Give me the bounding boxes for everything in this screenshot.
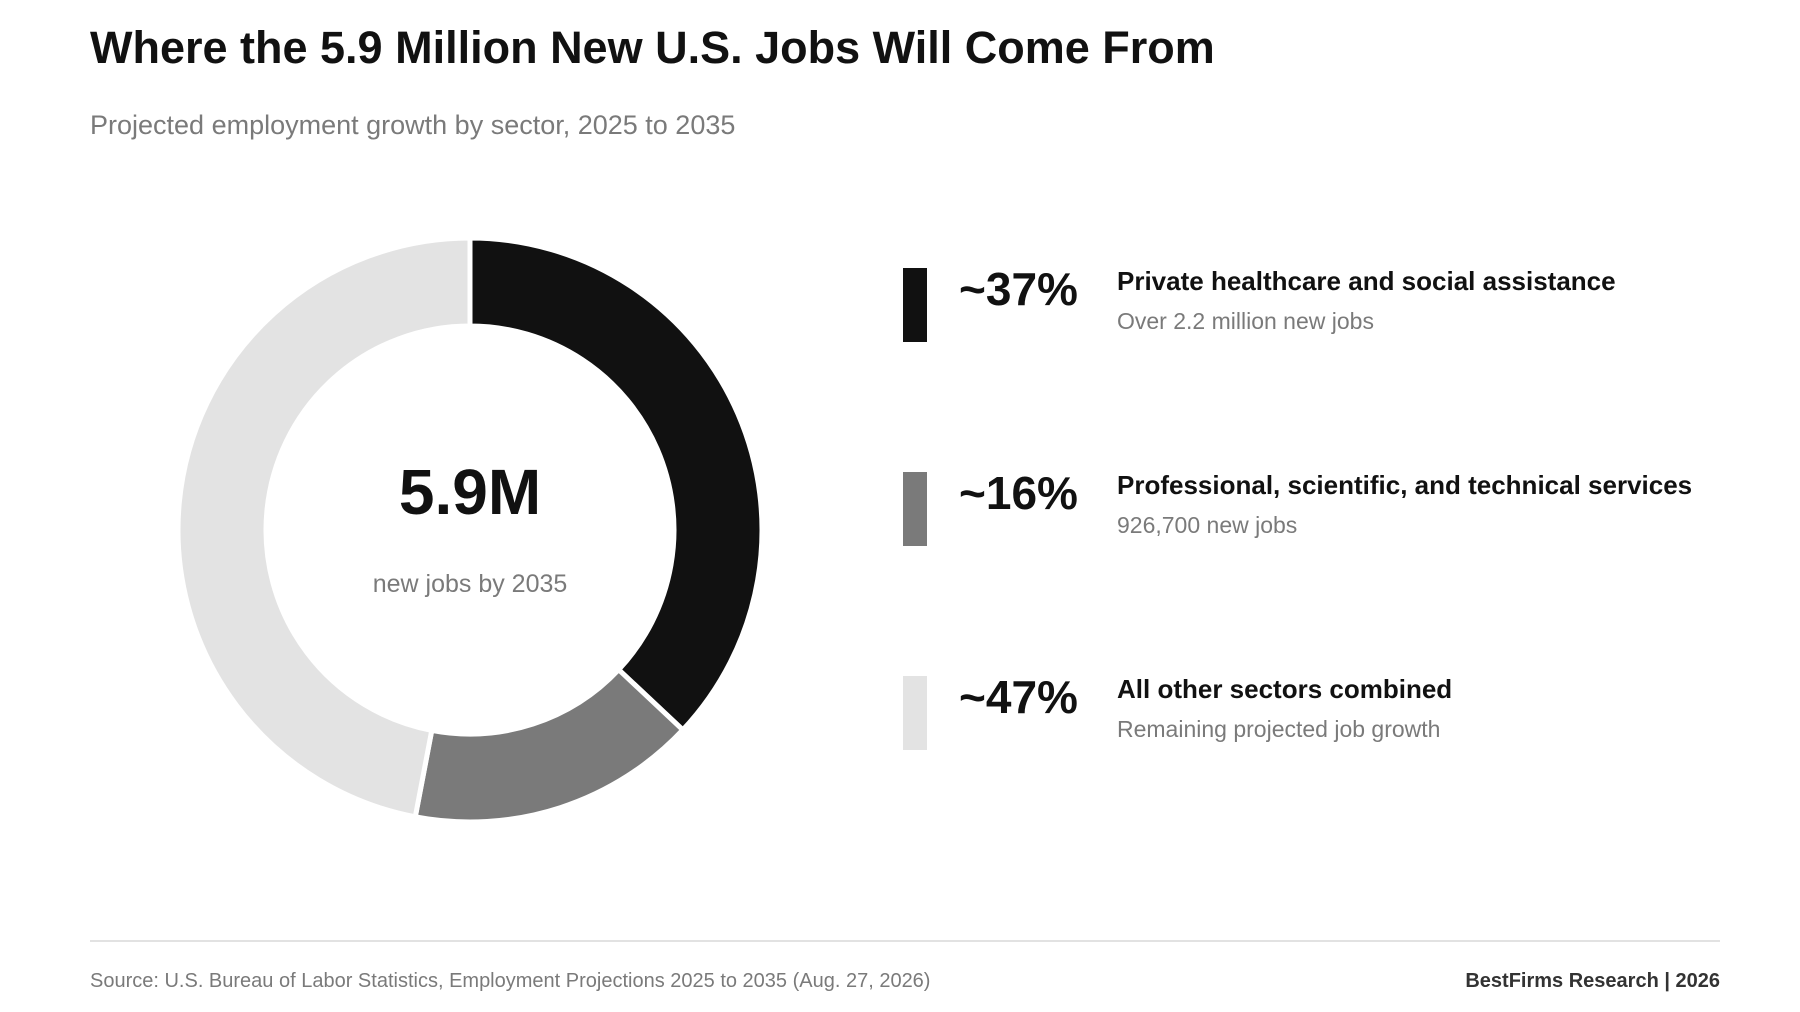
donut-chart: 5.9M new jobs by 2035 [170, 230, 770, 830]
legend-desc-professional: 926,700 new jobs [1117, 512, 1298, 538]
legend-swatch-other [903, 676, 927, 750]
legend-percent-healthcare: ~37% [959, 263, 1078, 315]
legend-title-professional: Professional, scientific, and technical … [1117, 470, 1693, 500]
center-total-value: 5.9M [398, 456, 542, 528]
legend-percent-other: ~47% [959, 671, 1078, 723]
legend-item-healthcare: ~37% Private healthcare and social assis… [903, 262, 1763, 342]
center-total-label: new jobs by 2035 [372, 570, 568, 598]
source-note: Source: U.S. Bureau of Labor Statistics,… [90, 970, 931, 992]
legend-swatch-professional [903, 472, 927, 546]
donut-svg [175, 235, 765, 825]
legend-item-other: ~47% All other sectors combined Remainin… [903, 670, 1763, 750]
chart-title: Where the 5.9 Million New U.S. Jobs Will… [90, 22, 1215, 73]
legend-desc-other: Remaining projected job growth [1117, 716, 1441, 742]
donut-slice-other [175, 235, 473, 820]
footer-divider [90, 940, 1720, 942]
legend-desc-healthcare: Over 2.2 million new jobs [1117, 308, 1374, 334]
publisher-credit: BestFirms Research | 2026 [1465, 970, 1720, 992]
legend-swatch-healthcare [903, 268, 927, 342]
donut-slice-professional [412, 666, 687, 825]
legend-title-healthcare: Private healthcare and social assistance [1117, 266, 1616, 296]
legend-percent-professional: ~16% [959, 467, 1078, 519]
donut-slice-healthcare [467, 235, 765, 734]
legend-item-professional: ~16% Professional, scientific, and techn… [903, 466, 1763, 546]
chart-subtitle: Projected employment growth by sector, 2… [90, 110, 736, 140]
legend-title-other: All other sectors combined [1117, 674, 1453, 704]
